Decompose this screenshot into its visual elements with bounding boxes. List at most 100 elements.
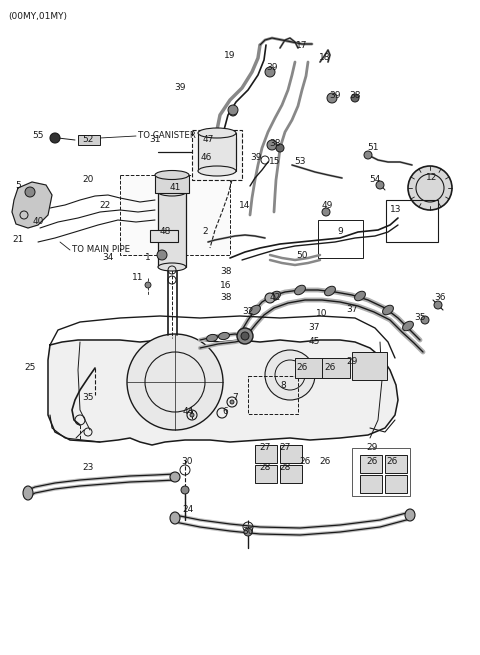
Text: 35: 35 bbox=[82, 394, 94, 403]
Text: 39: 39 bbox=[174, 83, 186, 92]
Text: 18: 18 bbox=[319, 54, 331, 62]
Bar bbox=[120, 175, 230, 255]
Bar bbox=[385, 455, 407, 473]
Text: 55: 55 bbox=[32, 130, 44, 140]
Circle shape bbox=[237, 328, 253, 344]
Bar bbox=[322, 358, 350, 378]
Text: 50: 50 bbox=[296, 250, 308, 259]
Text: 35: 35 bbox=[414, 314, 426, 322]
Ellipse shape bbox=[170, 512, 180, 524]
Text: 51: 51 bbox=[367, 143, 379, 153]
Circle shape bbox=[228, 105, 238, 115]
Circle shape bbox=[351, 94, 359, 102]
Circle shape bbox=[267, 140, 277, 150]
Ellipse shape bbox=[403, 321, 413, 331]
Ellipse shape bbox=[405, 509, 415, 521]
Text: 17: 17 bbox=[296, 41, 308, 50]
Text: 53: 53 bbox=[294, 157, 306, 166]
Text: 52: 52 bbox=[82, 136, 94, 145]
Text: 26: 26 bbox=[300, 457, 311, 466]
Ellipse shape bbox=[270, 291, 280, 301]
Text: 38: 38 bbox=[220, 293, 232, 303]
Bar bbox=[198, 133, 236, 171]
Text: 12: 12 bbox=[426, 174, 438, 183]
Circle shape bbox=[421, 316, 429, 324]
Text: 39: 39 bbox=[266, 64, 278, 73]
Ellipse shape bbox=[250, 305, 261, 315]
Text: 5: 5 bbox=[15, 181, 21, 189]
Text: 19: 19 bbox=[224, 50, 236, 60]
Ellipse shape bbox=[198, 166, 236, 176]
Text: 27: 27 bbox=[259, 443, 271, 453]
Text: 29: 29 bbox=[366, 443, 378, 453]
Text: 37: 37 bbox=[308, 324, 320, 333]
Text: 21: 21 bbox=[12, 236, 24, 244]
Text: 16: 16 bbox=[220, 280, 232, 290]
Text: 1: 1 bbox=[145, 253, 151, 263]
Text: 2: 2 bbox=[202, 227, 208, 236]
Ellipse shape bbox=[206, 335, 217, 341]
Text: TO MAIN PIPE: TO MAIN PIPE bbox=[72, 246, 130, 255]
Text: 25: 25 bbox=[24, 364, 36, 373]
Ellipse shape bbox=[324, 286, 336, 296]
Ellipse shape bbox=[170, 472, 180, 482]
Text: 38: 38 bbox=[269, 138, 281, 147]
Text: 48: 48 bbox=[159, 227, 171, 236]
Text: 26: 26 bbox=[296, 364, 308, 373]
Circle shape bbox=[265, 293, 275, 303]
Bar bbox=[155, 175, 189, 193]
Text: 8: 8 bbox=[280, 381, 286, 390]
Text: 32: 32 bbox=[242, 307, 254, 316]
Circle shape bbox=[408, 166, 452, 210]
Text: 30: 30 bbox=[181, 457, 193, 466]
Text: TO CANISTER: TO CANISTER bbox=[138, 132, 196, 141]
Circle shape bbox=[127, 334, 223, 430]
Text: 6: 6 bbox=[222, 407, 228, 417]
Ellipse shape bbox=[383, 305, 394, 315]
Text: 30: 30 bbox=[242, 527, 254, 536]
Circle shape bbox=[50, 133, 60, 143]
Text: 26: 26 bbox=[366, 457, 378, 466]
Circle shape bbox=[244, 528, 252, 536]
Ellipse shape bbox=[295, 285, 305, 295]
Text: 49: 49 bbox=[321, 200, 333, 210]
Text: 31: 31 bbox=[149, 136, 161, 145]
Circle shape bbox=[265, 350, 315, 400]
Text: 11: 11 bbox=[132, 274, 144, 282]
Text: 24: 24 bbox=[182, 506, 193, 514]
Bar bbox=[360, 475, 382, 493]
Circle shape bbox=[25, 187, 35, 197]
Text: 39: 39 bbox=[250, 153, 262, 162]
Text: 26: 26 bbox=[386, 457, 398, 466]
Text: 44: 44 bbox=[182, 407, 193, 417]
Text: 34: 34 bbox=[102, 253, 114, 263]
Ellipse shape bbox=[158, 263, 186, 271]
Bar bbox=[318, 220, 363, 258]
Text: 23: 23 bbox=[82, 464, 94, 472]
Circle shape bbox=[265, 67, 275, 77]
Text: 20: 20 bbox=[82, 176, 94, 185]
Circle shape bbox=[230, 400, 234, 404]
Text: 28: 28 bbox=[279, 464, 291, 472]
Ellipse shape bbox=[23, 486, 33, 500]
Circle shape bbox=[434, 301, 442, 309]
Text: 29: 29 bbox=[346, 358, 358, 367]
Text: 47: 47 bbox=[202, 136, 214, 145]
Text: 15: 15 bbox=[269, 157, 281, 166]
Circle shape bbox=[145, 282, 151, 288]
Text: 41: 41 bbox=[169, 183, 180, 193]
Circle shape bbox=[190, 413, 194, 417]
Circle shape bbox=[322, 208, 330, 216]
Bar bbox=[150, 230, 178, 242]
Text: 26: 26 bbox=[319, 457, 331, 466]
Bar bbox=[255, 445, 277, 463]
Bar bbox=[385, 475, 407, 493]
Ellipse shape bbox=[158, 188, 186, 196]
Text: 37: 37 bbox=[346, 305, 358, 314]
Text: 10: 10 bbox=[316, 310, 328, 318]
Circle shape bbox=[181, 486, 189, 494]
Bar bbox=[192, 130, 242, 180]
Text: 36: 36 bbox=[434, 293, 446, 303]
Text: 46: 46 bbox=[200, 153, 212, 162]
Ellipse shape bbox=[218, 333, 229, 339]
